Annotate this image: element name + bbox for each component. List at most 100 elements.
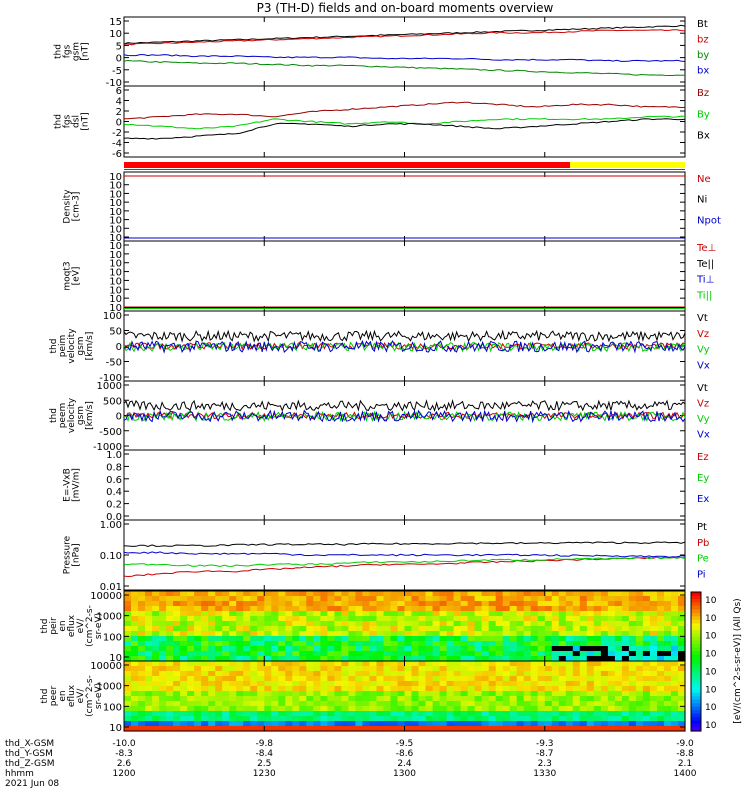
heatmap-cell xyxy=(243,706,251,712)
heatmap-cell xyxy=(299,621,307,627)
heatmap-cell xyxy=(250,701,258,707)
heatmap-cell xyxy=(369,691,377,697)
heatmap-cell xyxy=(551,636,560,642)
heatmap-cell xyxy=(467,631,476,637)
heatmap-cell xyxy=(593,696,602,702)
heatmap-cell xyxy=(621,691,630,697)
heatmap-cell xyxy=(523,616,532,622)
heatmap-cell xyxy=(278,681,286,687)
heatmap-cell xyxy=(124,601,132,607)
heatmap-cell xyxy=(166,651,174,657)
heatmap-cell xyxy=(201,721,209,727)
heatmap-cell xyxy=(671,676,679,682)
heatmap-cell xyxy=(159,631,167,637)
heatmap-cell xyxy=(257,656,265,662)
heatmap-cell xyxy=(243,671,251,677)
heatmap-cell xyxy=(145,601,153,607)
heatmap-cell xyxy=(439,621,448,627)
y-axis-label: [nPa] xyxy=(72,543,82,566)
heatmap-cell xyxy=(320,656,328,662)
heatmap-cell xyxy=(257,696,265,702)
heatmap-cell xyxy=(124,716,132,722)
heatmap-cell xyxy=(208,591,216,597)
heatmap-cell xyxy=(607,671,616,677)
heatmap-cell xyxy=(271,646,279,652)
heatmap-cell xyxy=(285,661,293,667)
heatmap-cell xyxy=(390,706,399,712)
heatmap-cell xyxy=(649,671,658,677)
heatmap-cell xyxy=(159,606,167,612)
heatmap-cell xyxy=(621,591,630,597)
y-axis-label: peir xyxy=(49,617,59,635)
heatmap-cell xyxy=(327,641,335,647)
heatmap-cell xyxy=(271,631,279,637)
heatmap-cell xyxy=(537,711,546,717)
heatmap-cell xyxy=(523,671,532,677)
heatmap-cell xyxy=(572,706,581,712)
heatmap-cell xyxy=(194,721,202,727)
heatmap-cell xyxy=(397,626,406,632)
heatmap-cell xyxy=(138,591,146,597)
heatmap-cell xyxy=(159,621,167,627)
colorbar-tick-label: 10 xyxy=(705,667,717,677)
heatmap-cell xyxy=(439,711,448,717)
heatmap-cell xyxy=(362,681,370,687)
heatmap-cell xyxy=(278,626,286,632)
heatmap-cell xyxy=(474,721,483,727)
heatmap-cell xyxy=(411,591,420,597)
heatmap-cell xyxy=(362,651,370,657)
heatmap-cell xyxy=(229,691,237,697)
ephemeris-value: -9.0 xyxy=(676,739,694,749)
heatmap-cell xyxy=(278,666,286,672)
heatmap-cell xyxy=(124,616,132,622)
heatmap-cell xyxy=(299,676,307,682)
y-tick-label: 10 xyxy=(109,207,122,218)
heatmap-cell xyxy=(600,706,609,712)
heatmap-cell xyxy=(285,596,293,602)
heatmap-cell xyxy=(320,716,328,722)
y-tick-label: 10 xyxy=(109,29,122,40)
heatmap-cell xyxy=(348,616,356,622)
heatmap-cell xyxy=(537,706,546,712)
heatmap-cell xyxy=(418,661,427,667)
heatmap-cell xyxy=(187,661,195,667)
heatmap-cell xyxy=(292,711,300,717)
heatmap-cell xyxy=(544,716,553,722)
heatmap-cell xyxy=(355,711,363,717)
panel-frame xyxy=(123,380,686,451)
heatmap-cell xyxy=(159,726,167,732)
heatmap-cell xyxy=(439,696,448,702)
heatmap-cell xyxy=(432,686,441,692)
heatmap-cell xyxy=(607,636,616,642)
legend-Vx: Vx xyxy=(697,360,710,371)
heatmap-cell xyxy=(180,661,188,667)
heatmap-cell xyxy=(586,636,595,642)
heatmap-cell xyxy=(138,681,146,687)
y-tick-label: 1000 xyxy=(97,682,122,693)
heatmap-cell xyxy=(446,691,455,697)
heatmap-cell xyxy=(348,606,356,612)
heatmap-cell xyxy=(264,656,272,662)
heatmap-cell xyxy=(572,671,581,677)
heatmap-cell xyxy=(418,696,427,702)
heatmap-cell xyxy=(418,681,427,687)
heatmap-cell xyxy=(271,711,279,717)
heatmap-cell xyxy=(292,601,300,607)
heatmap-cell xyxy=(271,666,279,672)
heatmap-cell xyxy=(124,631,132,637)
heatmap-cell xyxy=(229,641,237,647)
heatmap-cell xyxy=(250,591,258,597)
heatmap-cell xyxy=(313,701,321,707)
heatmap-cell xyxy=(657,636,665,642)
colorbar-cell xyxy=(691,654,701,659)
ephemeris-value: -8.6 xyxy=(396,749,414,759)
heatmap-cell xyxy=(460,711,469,717)
heatmap-cell xyxy=(173,711,181,717)
heatmap-cell xyxy=(671,656,679,662)
heatmap-cell xyxy=(628,661,637,667)
y-axis-label: fgs xyxy=(63,114,73,128)
heatmap-cell xyxy=(236,706,244,712)
heatmap-cell xyxy=(586,651,595,657)
